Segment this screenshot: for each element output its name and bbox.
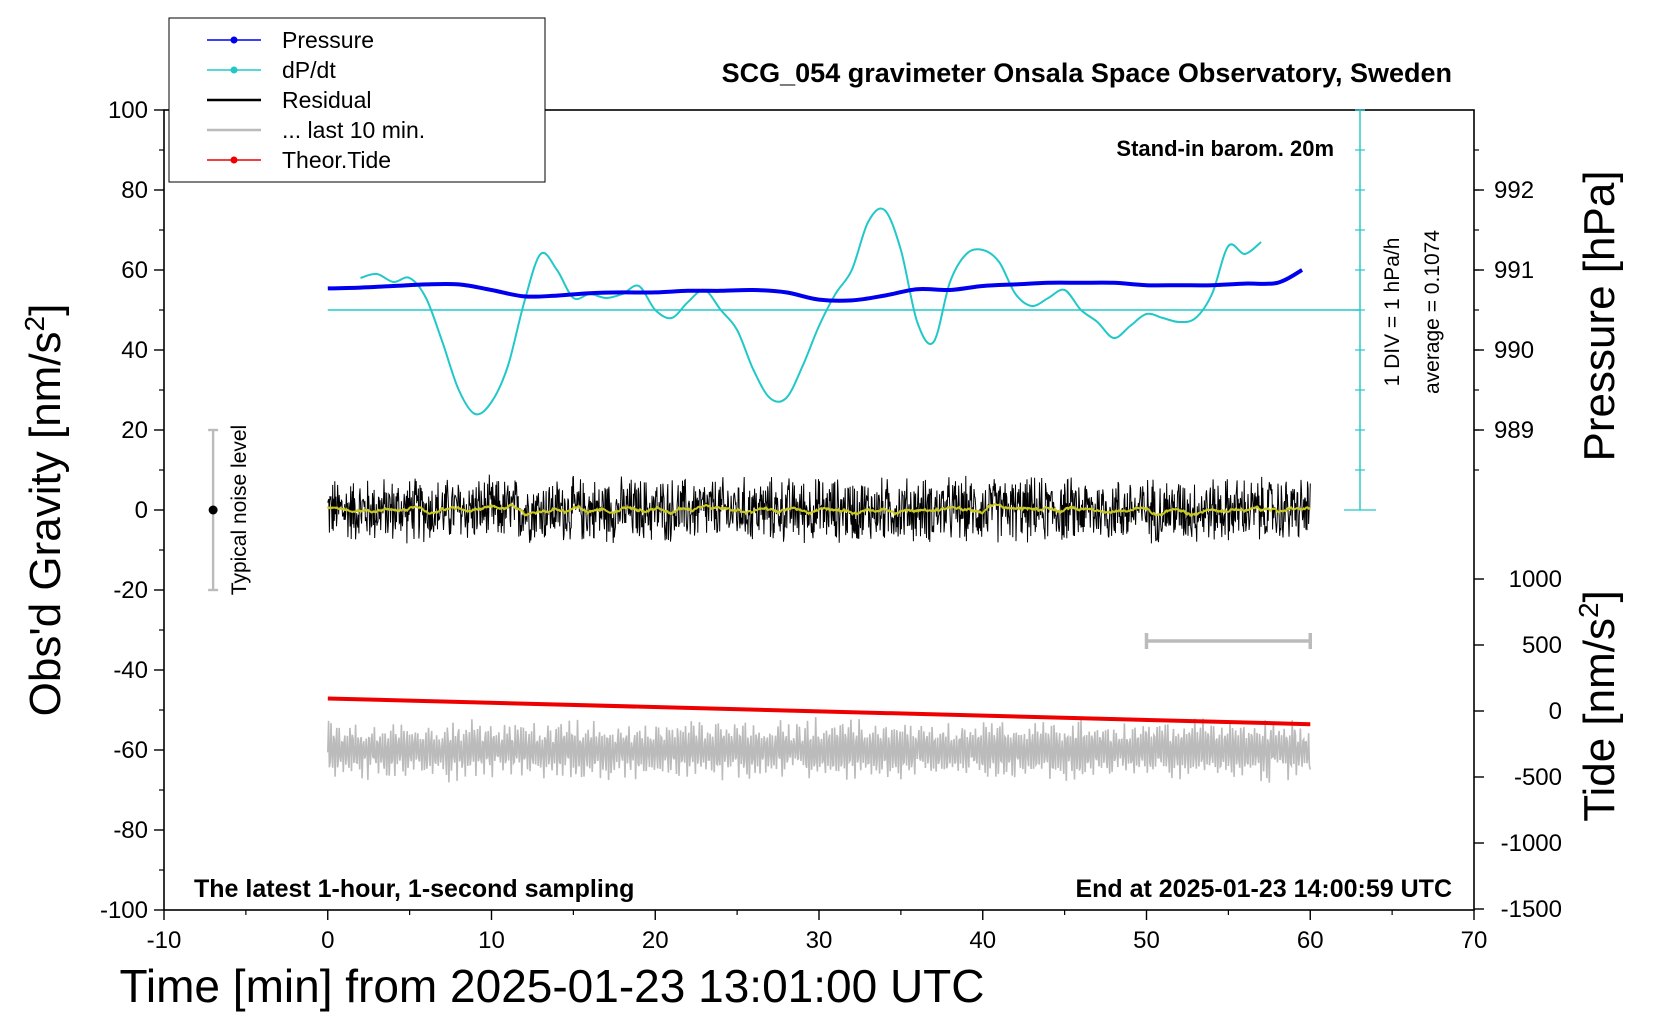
- axes-layer: -10 0 10 20 30 40 50 60 70-100-80-60-40-20020406…: [100, 97, 1562, 954]
- tide-axis-title: Tide [nm/s2]: [1573, 590, 1624, 822]
- x-tick-label: 50: [1133, 927, 1160, 954]
- pressure-tick-label: 991: [1494, 257, 1534, 284]
- series-layer: [326, 207, 1360, 783]
- x-tick-label: 20: [642, 927, 669, 954]
- tide-axis-title-end: ]: [1575, 590, 1624, 602]
- tide-tick-label: 1000: [1509, 566, 1562, 593]
- x-tick-label: 0: [321, 927, 334, 954]
- y-axis-title-end: ]: [21, 304, 70, 316]
- legend-label-tide: Theor.Tide: [282, 147, 391, 173]
- y-tick-label: 80: [121, 177, 148, 204]
- tide-line: [327, 696, 1311, 727]
- chart-title: SCG_054 gravimeter Onsala Space Observat…: [722, 58, 1452, 88]
- legend-label-residual: Residual: [282, 87, 372, 113]
- legend-marker-pressure: [230, 36, 238, 44]
- x-tick-label: 70: [1461, 927, 1488, 954]
- tide-axis-title-main: Tide [nm/s: [1575, 618, 1624, 822]
- last10-line: [327, 717, 1312, 783]
- sampling-label: The latest 1-hour, 1-second sampling: [194, 875, 634, 903]
- y-axis-title: Obs'd Gravity [nm/s2]: [19, 304, 70, 717]
- average-label: average = 0.1074: [1421, 230, 1444, 394]
- x-tick-label: 60: [1297, 927, 1324, 954]
- y-tick-label: -100: [100, 897, 148, 924]
- noise-bar-dot: [208, 505, 218, 515]
- y-tick-label: -60: [113, 737, 148, 764]
- y-axis-title-sup: 2: [19, 316, 50, 332]
- y-tick-label: -40: [113, 657, 148, 684]
- pressure-tick-label: 990: [1494, 337, 1534, 364]
- y-tick-label: 0: [135, 497, 148, 524]
- legend: Pressure dP/dt Residual ... last 10 min.…: [168, 17, 546, 183]
- standin-barom-label: Stand-in barom. 20m: [1116, 136, 1334, 161]
- residual-smooth-line: [326, 502, 1311, 518]
- x-tick-label: 30: [806, 927, 833, 954]
- x-tick-label: -10: [147, 927, 182, 954]
- tide-tick-label: -1000: [1501, 830, 1562, 857]
- legend-label-pressure: Pressure: [282, 27, 374, 53]
- x-tick-label: 40: [969, 927, 996, 954]
- y-tick-label: -20: [113, 577, 148, 604]
- y-tick-label: -80: [113, 817, 148, 844]
- pressure-tick-label: 989: [1494, 417, 1534, 444]
- tide-tick-label: 0: [1549, 698, 1562, 725]
- y-tick-label: 20: [121, 417, 148, 444]
- pressure-tick-label: 992: [1494, 177, 1534, 204]
- div-label: 1 DIV = 1 hPa/h: [1381, 238, 1404, 387]
- legend-marker-tide: [230, 156, 238, 164]
- legend-marker-dpdt: [230, 66, 238, 74]
- pressure-axis-title: Pressure [hPa]: [1575, 170, 1624, 461]
- residual-line: [327, 474, 1311, 544]
- x-axis-title: Time [min] from 2025-01-23 13:01:00 UTC: [120, 960, 985, 1012]
- end-time-label: End at 2025-01-23 14:00:59 UTC: [1075, 875, 1452, 903]
- tide-tick-label: 500: [1522, 632, 1562, 659]
- tide-tick-label: -1500: [1501, 896, 1562, 923]
- dpdt-line: [360, 207, 1262, 416]
- y-tick-label: 60: [121, 257, 148, 284]
- tide-axis-title-sup: 2: [1573, 602, 1604, 618]
- y-tick-label: 40: [121, 337, 148, 364]
- y-tick-label: 100: [108, 97, 148, 124]
- legend-label-dpdt: dP/dt: [282, 57, 336, 83]
- y-axis-title-main: Obs'd Gravity [nm/s: [21, 331, 70, 716]
- x-tick-label: 10: [478, 927, 505, 954]
- tide-tick-label: -500: [1514, 764, 1562, 791]
- noise-level-label: Typical noise level: [228, 425, 251, 595]
- pressure-line: [327, 268, 1304, 303]
- legend-label-last10: ... last 10 min.: [282, 117, 425, 143]
